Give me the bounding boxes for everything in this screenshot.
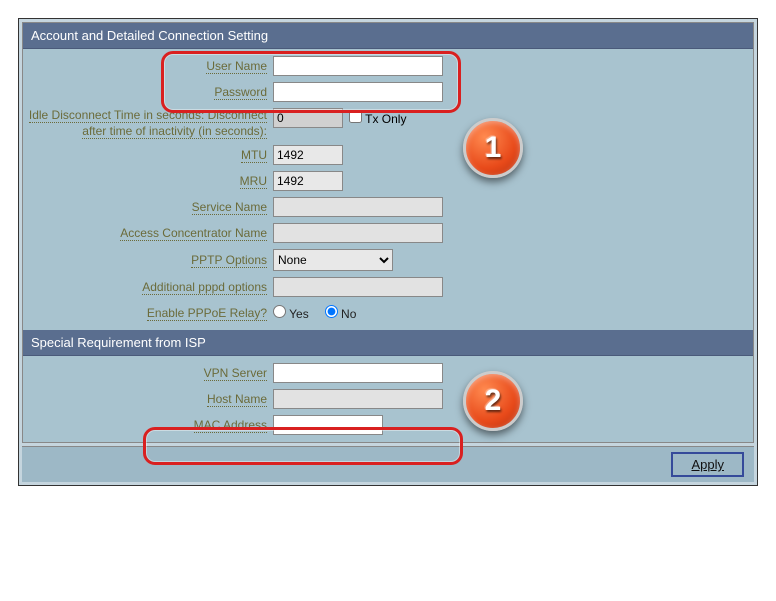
txonly-checkbox[interactable] bbox=[349, 110, 362, 123]
pppd-input[interactable] bbox=[273, 277, 443, 297]
section2-body: VPN Server Host Name MAC Address bbox=[23, 356, 753, 442]
section1-header: Account and Detailed Connection Setting bbox=[23, 23, 753, 49]
txonly-label: Tx Only bbox=[365, 112, 406, 126]
relay-no-wrap[interactable]: No bbox=[325, 305, 357, 321]
apply-button[interactable]: Apply bbox=[671, 452, 744, 477]
host-input[interactable] bbox=[273, 389, 443, 409]
inner-panel: Account and Detailed Connection Setting … bbox=[22, 22, 754, 443]
pppd-label: Additional pppd options bbox=[142, 280, 267, 295]
concentrator-input[interactable] bbox=[273, 223, 443, 243]
mtu-label: MTU bbox=[241, 148, 267, 163]
concentrator-label: Access Concentrator Name bbox=[120, 226, 267, 241]
vpn-label: VPN Server bbox=[204, 366, 267, 381]
section2-header: Special Requirement from ISP bbox=[23, 330, 753, 356]
relay-yes-wrap[interactable]: Yes bbox=[273, 305, 309, 321]
mtu-input[interactable] bbox=[273, 145, 343, 165]
host-label: Host Name bbox=[207, 392, 267, 407]
service-input[interactable] bbox=[273, 197, 443, 217]
mru-label: MRU bbox=[240, 174, 267, 189]
relay-label: Enable PPPoE Relay? bbox=[147, 306, 267, 321]
relay-yes[interactable] bbox=[273, 305, 286, 318]
vpn-input[interactable] bbox=[273, 363, 443, 383]
username-label: User Name bbox=[206, 59, 267, 74]
idle-label: Idle Disconnect Time in seconds: Disconn… bbox=[29, 108, 267, 139]
section1-body: User Name Password Idle Disconnect Time … bbox=[23, 49, 753, 330]
password-label: Password bbox=[214, 85, 267, 100]
username-input[interactable] bbox=[273, 56, 443, 76]
settings-panel: Account and Detailed Connection Setting … bbox=[18, 18, 758, 486]
pptp-label: PPTP Options bbox=[191, 253, 267, 268]
relay-no[interactable] bbox=[325, 305, 338, 318]
pptp-select[interactable]: None bbox=[273, 249, 393, 271]
mac-input[interactable] bbox=[273, 415, 383, 435]
mac-label: MAC Address bbox=[194, 418, 267, 433]
mru-input[interactable] bbox=[273, 171, 343, 191]
apply-bar: Apply bbox=[22, 446, 754, 482]
service-label: Service Name bbox=[192, 200, 267, 215]
password-input[interactable] bbox=[273, 82, 443, 102]
idle-input[interactable] bbox=[273, 108, 343, 128]
txonly-wrap[interactable]: Tx Only bbox=[349, 110, 406, 126]
